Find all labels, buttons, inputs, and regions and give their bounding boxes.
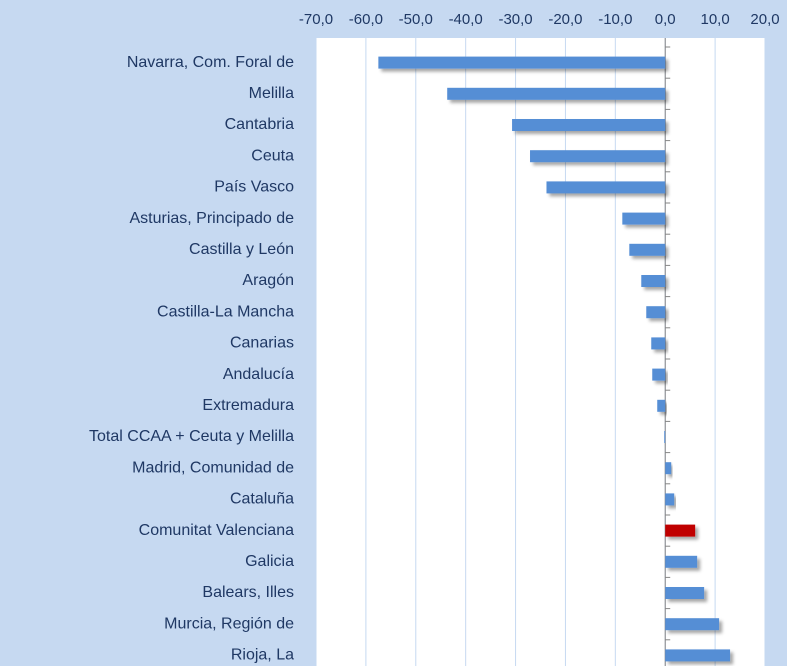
bar [646,306,666,319]
bar [629,243,666,256]
y-tick-label: Total CCAA + Ceuta y Melilla [89,428,294,445]
y-tick-label: Balears, Illes [202,584,294,601]
bar [447,87,666,100]
bar [651,337,666,350]
bar [665,493,675,506]
bar [665,649,731,662]
y-tick-label: Castilla y León [189,241,294,258]
y-tick-label: Murcia, Región de [164,615,294,632]
y-tick-label: Asturias, Principado de [129,210,294,227]
y-tick-label: Cataluña [230,491,294,508]
bar [652,368,666,381]
x-tick-label: -70,0 [299,11,333,28]
bar [664,431,666,443]
bar [622,212,666,225]
x-tick-label: 10,0 [701,11,730,28]
y-tick-label: Canarias [230,335,294,352]
y-tick-label: Ceuta [251,147,294,164]
x-tick-label: -30,0 [498,11,532,28]
bar [657,399,666,412]
y-tick-label: Galicia [245,553,294,570]
y-tick-label: Castilla-La Mancha [157,303,294,320]
bar [378,56,666,69]
y-tick-label: País Vasco [214,179,294,196]
plot-area [316,38,765,666]
bar [665,462,672,475]
y-tick-label: Aragón [242,272,294,289]
y-tick-label: Melilla [249,85,294,102]
bar [530,150,666,163]
y-tick-label: Andalucía [223,366,294,383]
bar [665,524,696,537]
x-tick-label: -50,0 [399,11,433,28]
bar [512,119,666,131]
bar [641,275,666,287]
bar [665,555,698,568]
bar [665,587,705,599]
x-tick-label: -40,0 [449,11,483,28]
bar [546,181,666,194]
x-tick-label: -10,0 [598,11,632,28]
y-tick-label: Navarra, Com. Foral de [127,54,294,71]
x-tick-label: -60,0 [349,11,383,28]
y-tick-label: Comunitat Valenciana [139,522,294,539]
x-tick-label: 0,0 [655,11,676,28]
y-tick-label: Rioja, La [231,647,294,664]
bar [665,618,720,631]
y-tick-label: Cantabria [225,116,294,133]
x-tick-label: -20,0 [548,11,582,28]
y-tick-label: Extremadura [202,397,294,414]
x-tick-label: 20,0 [750,11,779,28]
y-tick-label: Madrid, Comunidad de [132,459,294,476]
